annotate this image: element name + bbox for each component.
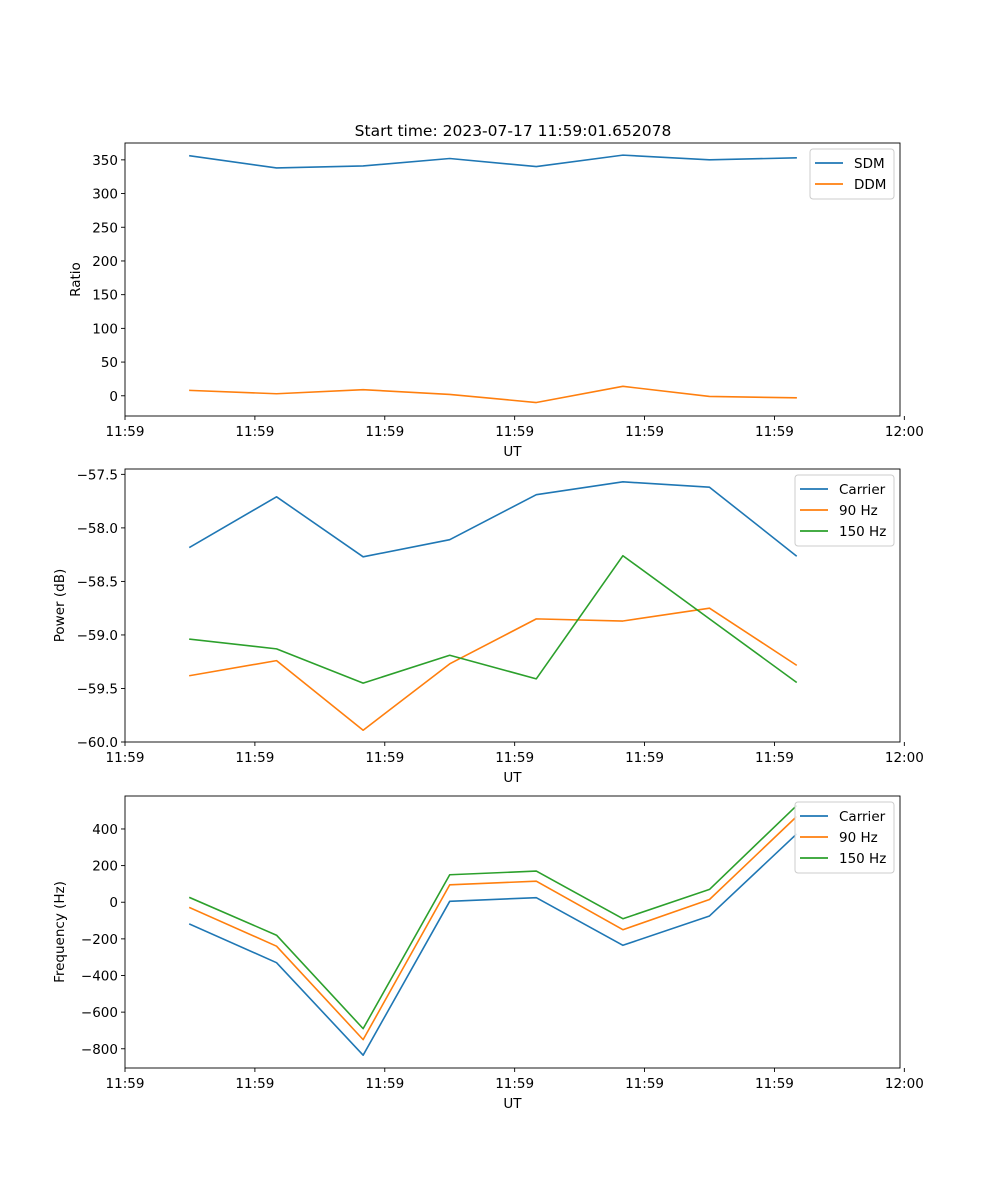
- y-tick-label: 150: [92, 288, 118, 304]
- series-line-sdm: [189, 154, 797, 169]
- y-tick-label: 200: [92, 254, 118, 270]
- x-tick-label: 11:59: [625, 424, 664, 440]
- x-tick-label: 11:59: [106, 750, 145, 766]
- plots: 11:59 11:59 11:59 11:59 11:59 11:59 12:00 0 50 10…: [52, 142, 924, 1112]
- x-tick-label: 11:59: [235, 1076, 274, 1092]
- chart-3: 11:59 11:59 11:59 11:59 11:59 11:59 12:00 −800 −…: [52, 795, 924, 1112]
- x-tick-label: 11:59: [235, 750, 274, 766]
- y-tick-label: −59.0: [77, 628, 118, 644]
- legend-label: 150 Hz: [839, 851, 886, 867]
- legend-label: DDM: [854, 177, 886, 193]
- y-tick-label: 350: [92, 153, 118, 169]
- x-tick-label: 11:59: [365, 1076, 404, 1092]
- x-tick-label: 11:59: [495, 424, 534, 440]
- series-line-90-hz: [189, 607, 798, 732]
- y-tick-label: −400: [81, 969, 118, 985]
- y-axis-label: Power (dB): [52, 569, 68, 642]
- y-tick-label: 400: [92, 822, 118, 838]
- legend-label: 90 Hz: [839, 830, 878, 846]
- y-tick-label: −200: [81, 932, 118, 948]
- x-axis-label: UT: [503, 770, 522, 786]
- y-tick-label: 200: [92, 859, 118, 875]
- x-tick-label: 12:00: [885, 750, 924, 766]
- y-tick-label: 0: [109, 389, 118, 405]
- axes-frame: [124, 795, 901, 1069]
- legend-label: Carrier: [839, 482, 886, 498]
- y-tick-label: −57.5: [77, 467, 118, 483]
- x-tick-label: 12:00: [885, 424, 924, 440]
- x-tick-label: 11:59: [755, 424, 794, 440]
- legend-box: [809, 148, 895, 200]
- x-axis-label: UT: [503, 1096, 522, 1112]
- series-line-carrier: [188, 481, 798, 558]
- y-axis-label: Ratio: [68, 262, 84, 297]
- legend: SDM DDM: [809, 148, 895, 200]
- series-line-ddm: [189, 385, 797, 404]
- legend-label: SDM: [854, 156, 885, 172]
- x-tick-label: 11:59: [625, 750, 664, 766]
- legend-label: Carrier: [839, 809, 886, 825]
- y-tick-label: −800: [81, 1042, 118, 1058]
- y-tick-label: 0: [109, 895, 118, 911]
- x-tick-label: 11:59: [106, 1076, 145, 1092]
- x-tick-label: 11:59: [625, 1076, 664, 1092]
- series-line-150-hz: [188, 804, 798, 1030]
- axes-frame: [124, 468, 901, 743]
- legend-label: 90 Hz: [839, 503, 878, 519]
- x-tick-label: 11:59: [365, 750, 404, 766]
- series-line-carrier: [188, 833, 798, 1056]
- series-line-90-hz: [188, 815, 798, 1041]
- legend: Carrier 90 Hz 150 Hz: [794, 801, 895, 874]
- x-tick-label: 11:59: [755, 1076, 794, 1092]
- y-axis-label: Frequency (Hz): [52, 881, 68, 983]
- x-tick-label: 11:59: [106, 424, 145, 440]
- x-tick-label: 11:59: [495, 1076, 534, 1092]
- x-tick-label: 12:00: [885, 1076, 924, 1092]
- x-axis-label: UT: [503, 444, 522, 460]
- x-tick-label: 11:59: [235, 424, 274, 440]
- legend-box: [794, 474, 895, 547]
- legend-label: 150 Hz: [839, 524, 886, 540]
- x-tick-label: 11:59: [495, 750, 534, 766]
- series-line-150-hz: [189, 554, 798, 684]
- y-tick-label: 100: [92, 321, 118, 337]
- chart-1: 11:59 11:59 11:59 11:59 11:59 11:59 12:00 0 50 10…: [68, 142, 924, 460]
- legend-box: [794, 801, 895, 874]
- y-tick-label: 300: [92, 187, 118, 203]
- figure-title: Start time: 2023-07-17 11:59:01.652078: [355, 122, 672, 140]
- axes-frame: [124, 142, 901, 417]
- y-tick-label: 50: [101, 355, 118, 371]
- legend: Carrier 90 Hz 150 Hz: [794, 474, 895, 547]
- y-tick-label: −58.0: [77, 521, 118, 537]
- x-tick-label: 11:59: [365, 424, 404, 440]
- y-tick-label: −59.5: [77, 681, 118, 697]
- y-tick-label: −60.0: [77, 735, 118, 751]
- x-tick-label: 11:59: [755, 750, 794, 766]
- y-tick-label: −58.5: [77, 574, 118, 590]
- y-tick-label: 250: [92, 220, 118, 236]
- y-tick-label: −600: [81, 1005, 118, 1021]
- chart-2: 11:59 11:59 11:59 11:59 11:59 11:59 12:00 −60.0…: [52, 467, 924, 786]
